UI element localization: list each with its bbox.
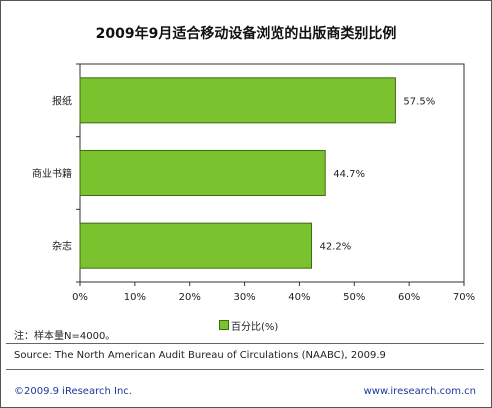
bar (79, 149, 326, 197)
bar (79, 222, 312, 269)
category-label: 商业书籍 (32, 167, 72, 180)
source-text: Source: The North American Audit Bureau … (14, 350, 386, 361)
divider-bottom (6, 369, 484, 370)
x-tick-label: 10% (124, 292, 146, 303)
x-tick-label: 40% (288, 292, 310, 303)
x-tick-label: 70% (453, 292, 475, 303)
legend-label: 百分比(%) (231, 322, 279, 333)
x-tick-label: 20% (179, 292, 201, 303)
legend-swatch (219, 320, 229, 330)
website-link[interactable]: www.iresearch.com.cn (363, 386, 476, 397)
copyright-text: ©2009.9 iResearch Inc. (14, 386, 132, 397)
x-tick-label: 60% (398, 292, 420, 303)
bar (79, 77, 396, 124)
category-label: 报纸 (52, 94, 72, 107)
category-label: 杂志 (52, 240, 72, 253)
x-tick-label: 30% (233, 292, 255, 303)
sample-note: 注：样本量N=4000。 (14, 331, 116, 342)
data-label: 44.7% (333, 169, 365, 180)
chart-title: 2009年9月适合移动设备浏览的出版商类别比例 (96, 25, 397, 42)
x-tick-label: 0% (72, 292, 88, 303)
data-label: 42.2% (319, 242, 351, 253)
data-label: 57.5% (403, 96, 435, 107)
x-tick-label: 50% (343, 292, 365, 303)
divider-top (6, 343, 484, 344)
